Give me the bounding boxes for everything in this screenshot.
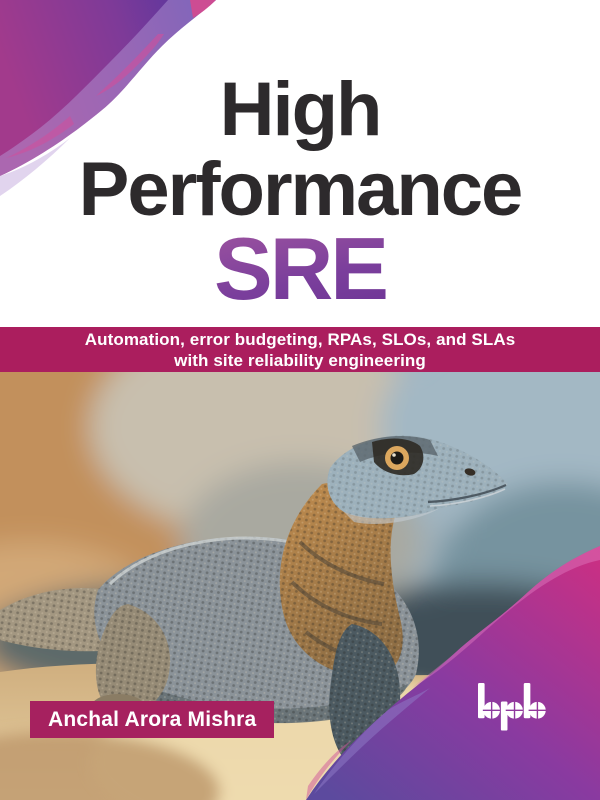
dragon-mouth [427, 483, 507, 504]
book-title-line-2: Performance [78, 147, 524, 232]
subtitle-line-2: with site reliability engineering [174, 350, 426, 370]
bpb-publisher-logo-icon [472, 677, 552, 740]
komodo-dragon [0, 435, 508, 775]
subtitle-line-1: Automation, error budgeting, RPAs, SLOs,… [84, 329, 516, 349]
title-block: High Performance SRE [0, 67, 600, 313]
author-banner: Anchal Arora Mishra [30, 701, 275, 738]
corner-decoration-top-left-icon [0, 0, 216, 196]
subtitle-banner: Automation, error budgeting, RPAs, SLOs,… [0, 327, 600, 372]
dragon-eye [390, 451, 404, 465]
dragon-nostril [464, 468, 476, 476]
book-title-acronym: SRE [0, 225, 600, 313]
author-name: Anchal Arora Mishra [48, 708, 257, 731]
book-title-line-1: High [219, 67, 383, 152]
corner-decoration-bottom-right-icon [306, 546, 600, 800]
